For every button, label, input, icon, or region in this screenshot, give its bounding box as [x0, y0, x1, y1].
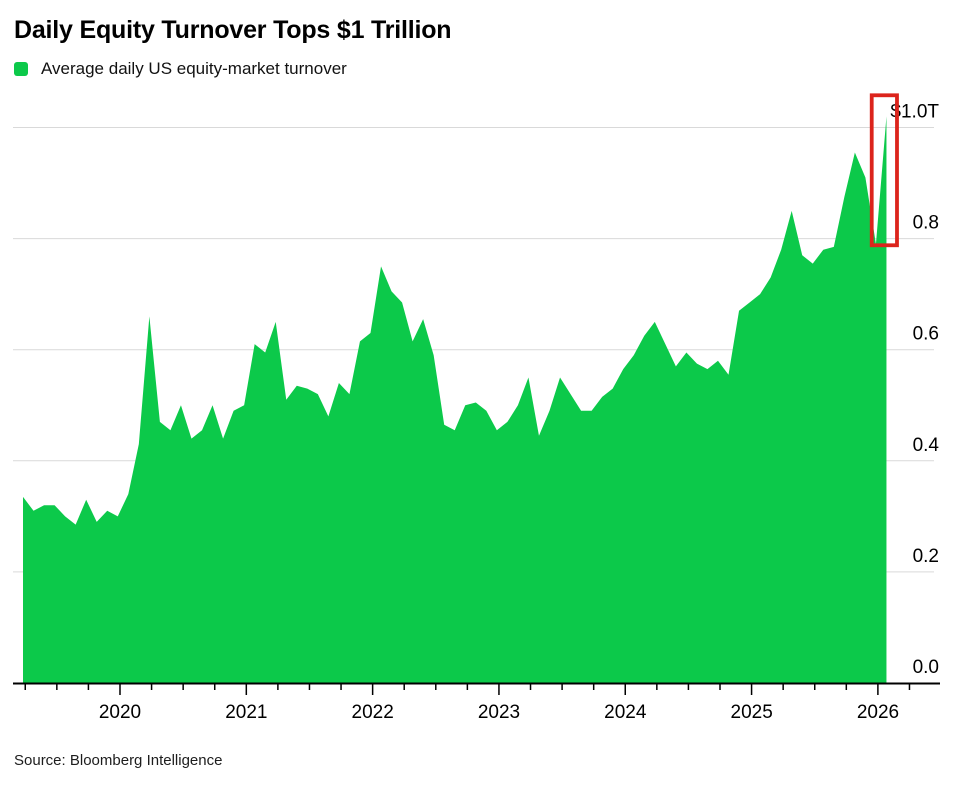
- y-axis-label: 0.0: [913, 657, 939, 678]
- source-note: Source: Bloomberg Intelligence: [14, 752, 223, 769]
- legend-swatch-icon: [14, 62, 28, 76]
- x-axis-label: 2025: [731, 702, 773, 723]
- x-axis-label: 2023: [478, 702, 520, 723]
- x-axis-label: 2020: [99, 702, 141, 723]
- x-axis-label: 2021: [225, 702, 267, 723]
- y-axis-label: $1.0T: [890, 102, 939, 123]
- x-axis-label: 2022: [352, 702, 394, 723]
- chart-title: Daily Equity Turnover Tops $1 Trillion: [14, 16, 452, 44]
- x-axis-label: 2024: [604, 702, 647, 723]
- highlight-box: [869, 93, 899, 248]
- y-axis-label: 0.8: [913, 213, 939, 234]
- legend: Average daily US equity-market turnover: [14, 59, 347, 79]
- x-axis-label: 2026: [857, 702, 899, 723]
- y-axis-label: 0.6: [913, 324, 939, 345]
- y-axis-label: 0.2: [913, 546, 939, 567]
- legend-label: Average daily US equity-market turnover: [41, 59, 347, 78]
- y-axis-label: 0.4: [913, 435, 940, 456]
- area-series: [23, 116, 887, 683]
